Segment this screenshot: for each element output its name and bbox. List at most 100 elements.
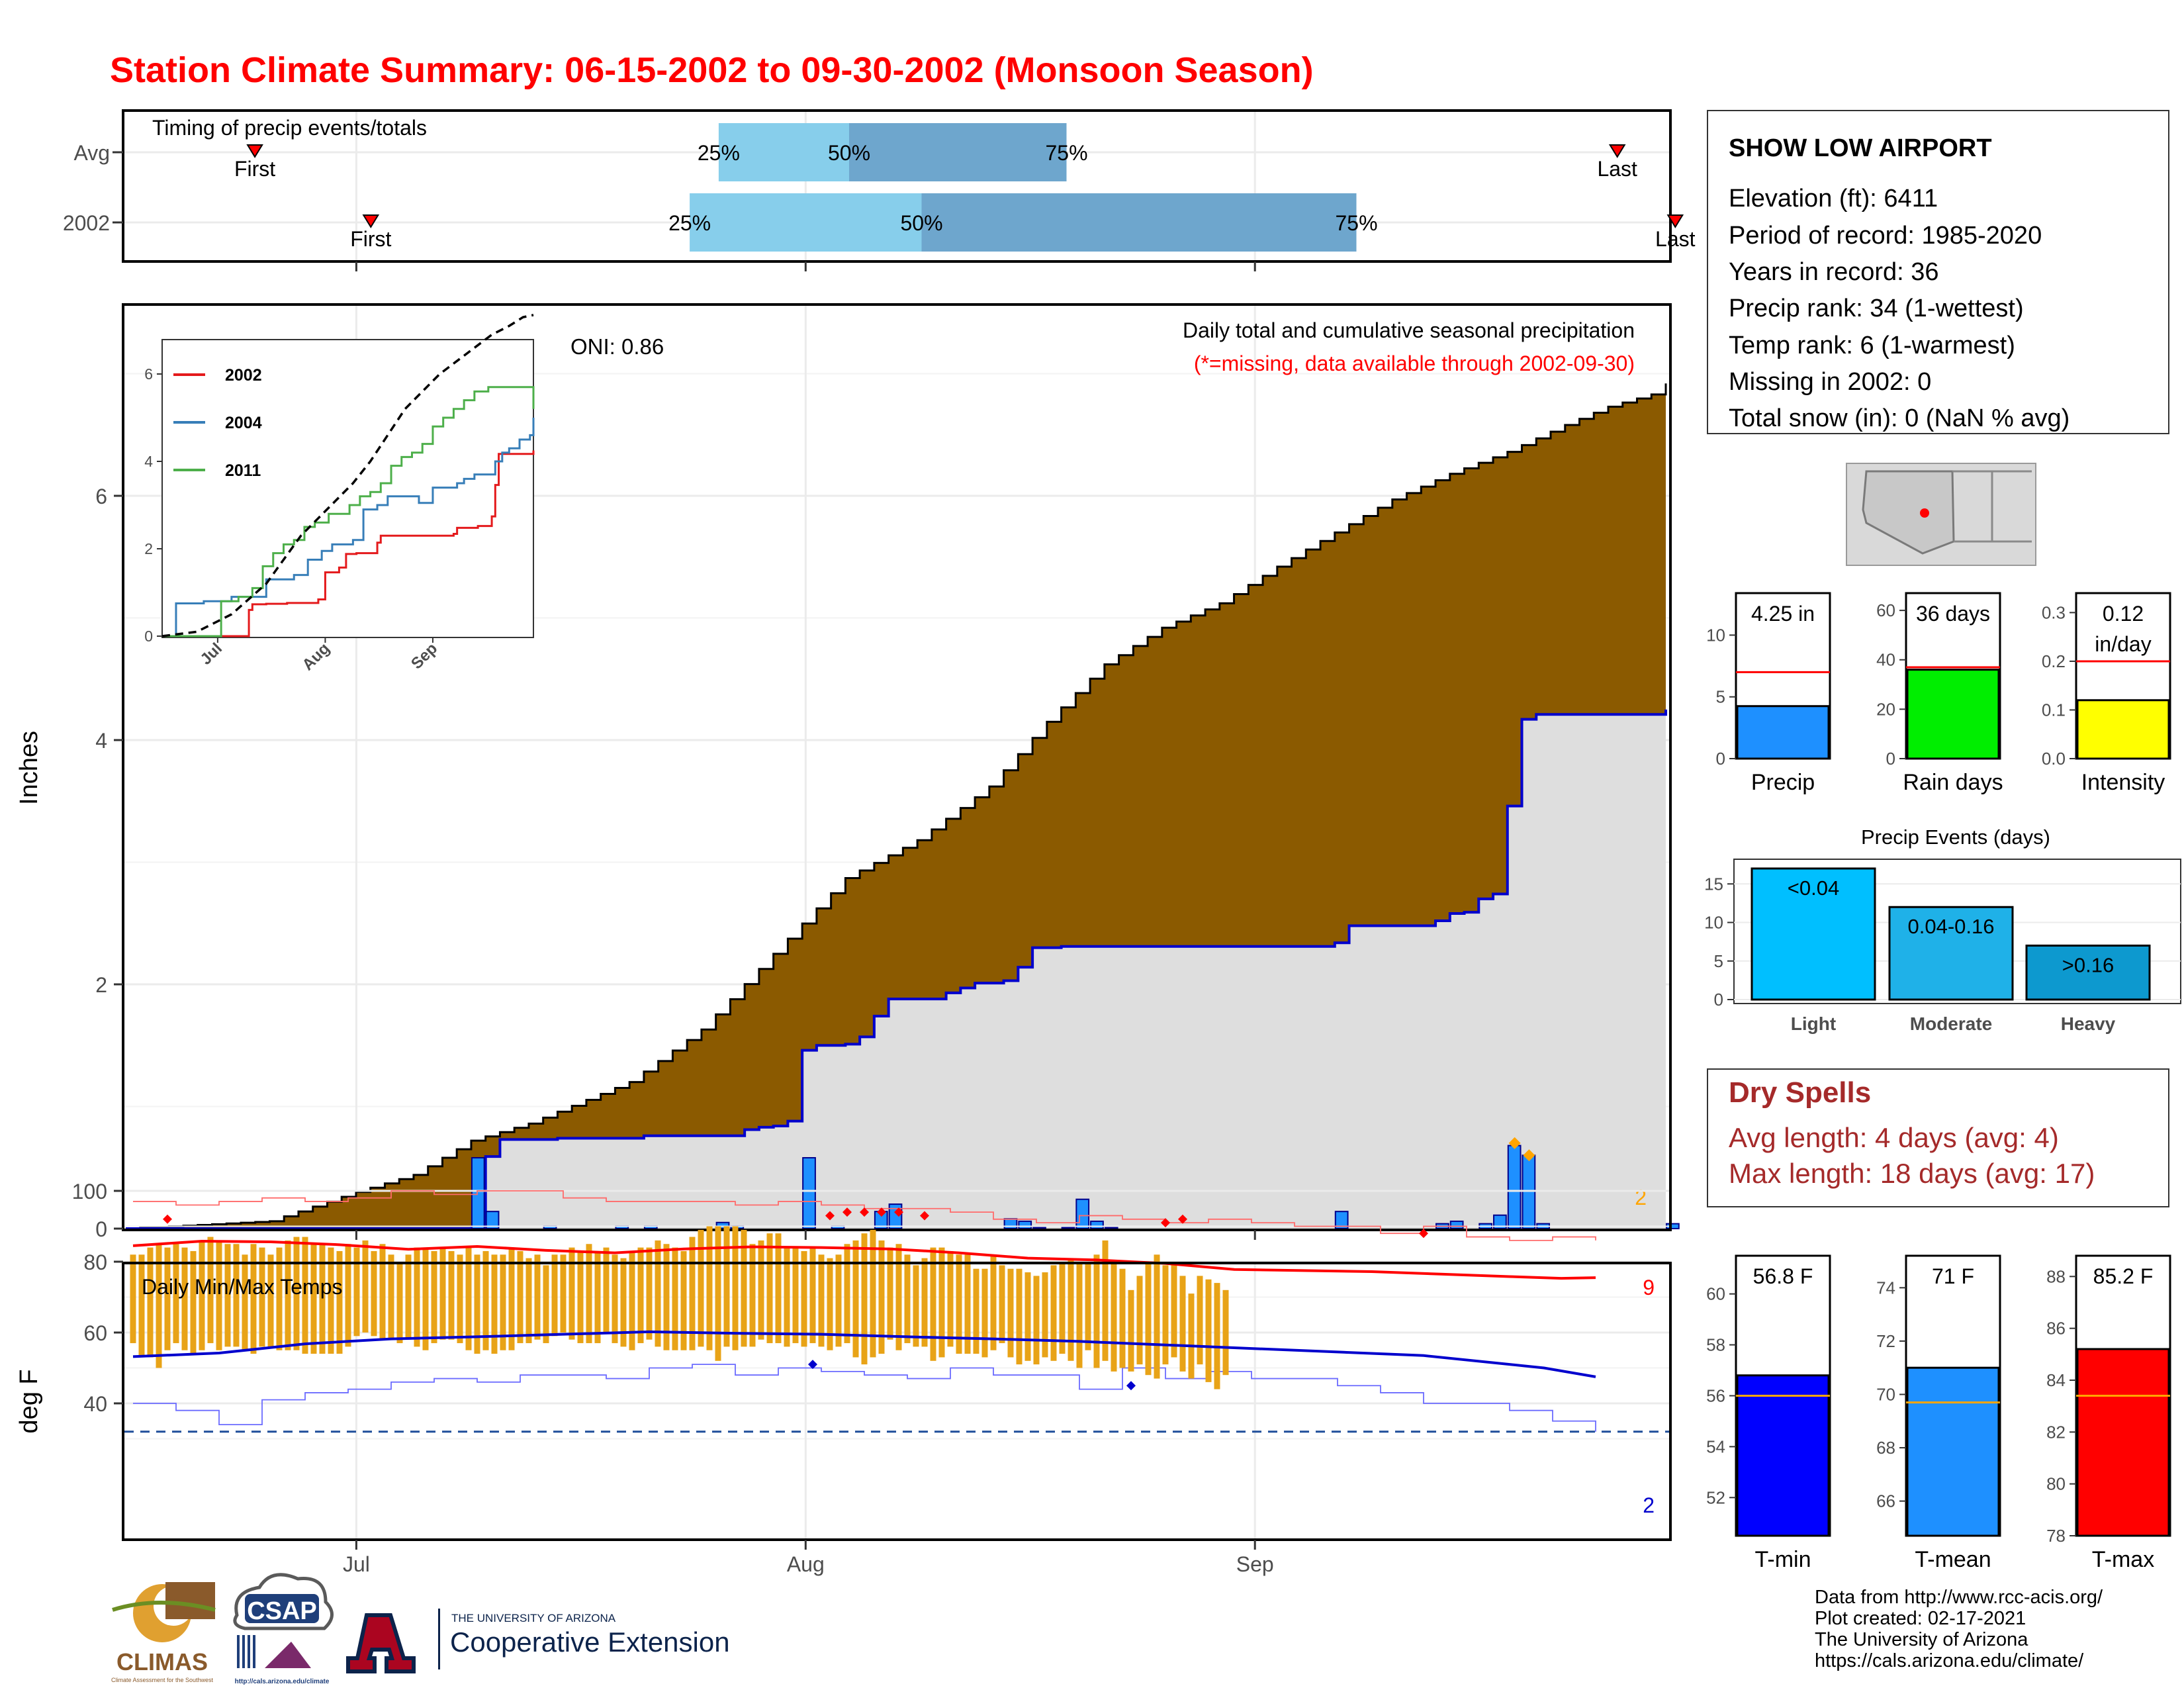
- daily-temp-bar: [362, 1240, 369, 1333]
- timing-first-label: First: [234, 157, 275, 181]
- tmax-gauge: 78 80 82 84 86 88 85.2 F T-max: [2046, 1254, 2171, 1572]
- temp-xtick-label: Aug: [787, 1552, 825, 1576]
- avg-max-line: [132, 1239, 1596, 1280]
- daily-temp-bar: [672, 1247, 678, 1350]
- daily-temp-bar: [1197, 1276, 1203, 1365]
- daily-temp-bar: [156, 1244, 162, 1368]
- daily-precip-bar: [1032, 1227, 1046, 1230]
- daily-temp-bar: [1154, 1254, 1160, 1379]
- timing-percentile-label: 50%: [900, 211, 942, 235]
- gauge-value-label: 4.25 in: [1751, 602, 1815, 626]
- gauge-ytick-label: 0: [1886, 749, 1895, 769]
- daily-temp-bar: [1102, 1240, 1109, 1361]
- timing-last-label: Last: [1655, 227, 1696, 251]
- daily-temp-bar: [775, 1233, 782, 1344]
- extreme-precip-marker: [1508, 1137, 1521, 1149]
- daily-precip-bar: [1449, 1220, 1464, 1230]
- daily-temp-bar: [999, 1265, 1005, 1344]
- events-ytick-label: 0: [1714, 990, 1723, 1009]
- gauge-ytick-label: 78: [2046, 1526, 2066, 1546]
- daily-temp-bar: [629, 1250, 635, 1350]
- gauge-ytick-label: 86: [2046, 1319, 2066, 1338]
- daily-temp-bar: [973, 1268, 979, 1354]
- record-min-line: [133, 1364, 1596, 1432]
- svg-text:THE UNIVERSITY OF ARIZONA: THE UNIVERSITY OF ARIZONA: [451, 1612, 616, 1624]
- timing-percentile-label: 25%: [668, 211, 711, 235]
- events-bar: [2025, 944, 2151, 1001]
- daily-precip-bar: [1018, 1220, 1032, 1230]
- timing-bar-q25-q50: [690, 193, 922, 252]
- daily-temp-bar: [964, 1254, 971, 1354]
- events-ytick-label: 10: [1704, 913, 1723, 933]
- daily-temp-bar: [1059, 1262, 1066, 1354]
- gauge-ytick-label: 0.2: [2042, 651, 2066, 671]
- cum-ytick-label: 6: [95, 485, 107, 508]
- inset-avg-line: [161, 314, 534, 637]
- record-high-marker: [860, 1207, 869, 1217]
- daily-temp-bar: [603, 1247, 610, 1333]
- daily-temp-bar: [181, 1247, 188, 1350]
- daily-temp-bar: [981, 1268, 988, 1358]
- daily-temp-bar: [1136, 1276, 1143, 1365]
- daily-temp-bar: [1222, 1289, 1229, 1376]
- daily-temp-bar: [689, 1237, 696, 1350]
- temp-count-low: 2: [1643, 1493, 1655, 1517]
- gauge-ytick-label: 0.3: [2042, 602, 2066, 622]
- daily-temp-bar: [620, 1258, 627, 1347]
- daily-temp-bar: [1171, 1262, 1177, 1358]
- events-xtick-label: Moderate: [1910, 1013, 1992, 1034]
- temp-xtick-label: Jul: [343, 1552, 370, 1576]
- daily-temp-bar: [276, 1247, 283, 1350]
- daily-precip-bar: [1104, 1227, 1118, 1230]
- daily-temp-bar: [207, 1237, 214, 1344]
- cumulative-corner-note: 2: [1635, 1186, 1647, 1209]
- record-high-marker: [894, 1207, 903, 1217]
- gauge-bar: [2076, 699, 2170, 760]
- daily-temp-bar: [1111, 1262, 1117, 1372]
- cum-ytick-label: 2: [95, 973, 107, 997]
- daily-temp-bar: [1162, 1265, 1169, 1365]
- daily-temp-bar: [663, 1244, 670, 1350]
- daily-temp-bar: [130, 1254, 136, 1344]
- daily-precip-bar: [1090, 1220, 1104, 1230]
- daily-temp-bar: [138, 1254, 145, 1358]
- daily-temp-bar: [405, 1254, 412, 1340]
- gauge-ytick-label: 68: [1876, 1438, 1895, 1458]
- timing-bar-q25-q50: [718, 123, 849, 181]
- station-info-box: SHOW LOW AIRPORT Elevation (ft): 6411 Pe…: [1707, 110, 2169, 434]
- daily-temp-bar: [792, 1247, 799, 1344]
- tmin-gauge: 52 54 56 58 60 56.8 F T-min: [1706, 1254, 1831, 1572]
- page-title: Station Climate Summary: 06-15-2002 to 0…: [110, 50, 1314, 90]
- record-high-marker: [1419, 1229, 1428, 1239]
- daily-temp-bar: [809, 1247, 816, 1344]
- dry-spells-title: Dry Spells: [1729, 1076, 1871, 1109]
- daily-temp-bar: [560, 1254, 567, 1333]
- gauge-ytick-label: 58: [1706, 1335, 1725, 1355]
- daily-temp-bar: [534, 1254, 541, 1340]
- daily-temp-bar: [302, 1237, 308, 1354]
- daily-temp-bar: [715, 1226, 721, 1361]
- station-line: Elevation (ft): 6411: [1729, 185, 1938, 212]
- temp-ytick-label: 40: [83, 1392, 107, 1416]
- daily-temp-bar: [569, 1247, 575, 1340]
- daily-temp-bar: [887, 1247, 893, 1340]
- gauge-ytick-label: 82: [2046, 1422, 2066, 1442]
- daily-temp-bar: [431, 1250, 437, 1344]
- svg-text:CLIMAS: CLIMAS: [116, 1648, 208, 1675]
- daily-temp-bar: [353, 1247, 360, 1336]
- daily-temp-bar: [267, 1254, 274, 1347]
- timing-last-marker: [1608, 144, 1626, 158]
- gauge-xlabel: T-max: [2092, 1547, 2154, 1572]
- record-high-marker: [825, 1211, 835, 1221]
- timing-last-marker: [1666, 214, 1684, 228]
- avg-cumulative-line: [126, 383, 1667, 1230]
- station-name: SHOW LOW AIRPORT: [1729, 134, 1992, 162]
- daily-temp-bar: [706, 1226, 713, 1350]
- gauge-bar: [1906, 1366, 2000, 1537]
- events-ytick-label: 15: [1704, 874, 1723, 894]
- events-bar-label: <0.04: [1788, 876, 1839, 900]
- daily-temp-bar: [422, 1247, 429, 1350]
- gauge-ytick-label: 72: [1876, 1331, 1895, 1351]
- daily-temp-bar: [328, 1247, 334, 1354]
